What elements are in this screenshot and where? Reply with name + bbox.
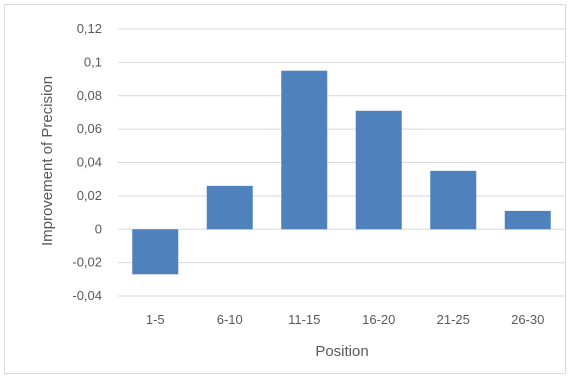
y-tick-label: 0,04 [77, 155, 102, 170]
x-tick-label: 11-15 [288, 312, 320, 327]
y-tick-label: 0,02 [77, 188, 102, 203]
x-tick-label: 6-10 [217, 312, 243, 327]
bars [132, 70, 551, 275]
y-tick-label: 0,08 [77, 88, 102, 103]
bar-21-25 [430, 170, 477, 230]
bar-11-15 [281, 70, 328, 230]
x-tick-label: 16-20 [362, 312, 395, 327]
y-axis-title: Improvement of Precision [39, 76, 56, 246]
x-axis-title: Position [315, 343, 368, 360]
y-tick-label: 0 [95, 221, 102, 236]
y-tick-label: 0,12 [77, 21, 102, 36]
bar-16-20 [355, 110, 402, 230]
y-tick-labels: -0,04 -0,02 0 0,02 0,04 0,06 0,08 0,1 0,12 [72, 21, 102, 303]
x-tick-label: 1-5 [146, 312, 165, 327]
y-tick-label: -0,02 [72, 255, 102, 270]
x-tick-labels: 1-5 6-10 11-15 16-20 21-25 26-30 [146, 312, 545, 327]
x-tick-label: 26-30 [511, 312, 544, 327]
y-tick-label: 0,1 [84, 54, 102, 69]
bar-1-5 [132, 229, 179, 275]
x-tick-label: 21-25 [437, 312, 470, 327]
y-tick-label: 0,06 [77, 121, 102, 136]
bar-6-10 [206, 185, 253, 230]
y-tick-label: -0,04 [72, 288, 102, 303]
bar-26-30 [504, 210, 551, 230]
gridlines [118, 28, 565, 297]
